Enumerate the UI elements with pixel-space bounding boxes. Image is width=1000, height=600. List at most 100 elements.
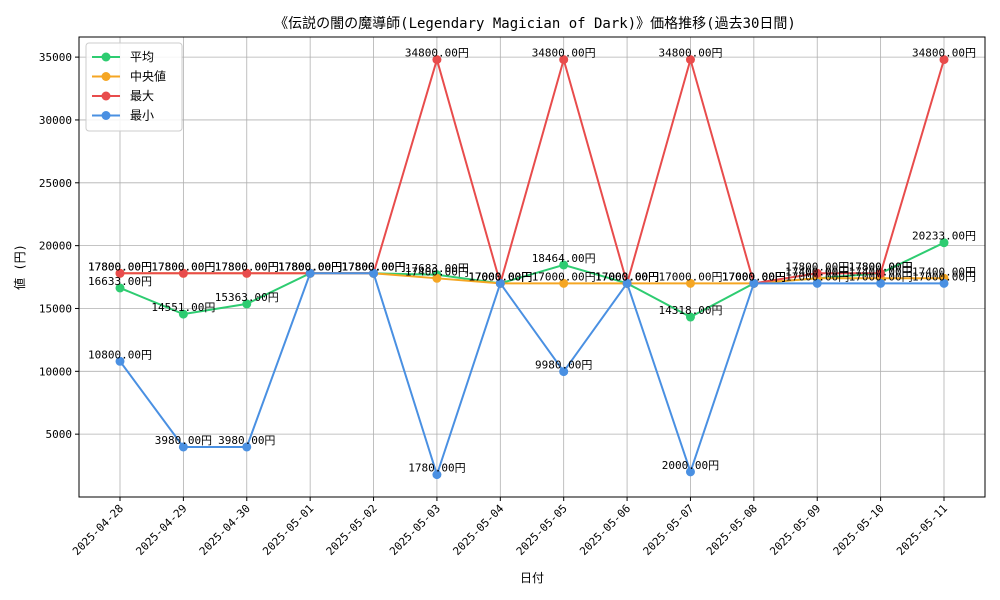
data-label: 17400.00円 [785, 265, 849, 278]
data-label: 17800.00円 [342, 260, 406, 273]
data-label: 17400.00円 [785, 265, 849, 278]
x-tick-label: 2025-04-29 [133, 502, 189, 558]
y-tick-label: 20000 [39, 240, 72, 253]
legend-swatch-marker [101, 111, 111, 120]
data-label: 17000.00円 [785, 270, 849, 283]
data-label: 17400.00円 [912, 265, 976, 278]
y-axis-ticks: 5000 10000 15000 20000 25000 30000 35000 [39, 51, 79, 441]
data-label: 17800.00円 [88, 260, 152, 273]
data-point [178, 309, 188, 319]
data-label: 17800.00円 [215, 260, 279, 273]
y-tick-label: 30000 [39, 114, 72, 127]
data-label: 3980.00円 [218, 434, 275, 447]
data-point [939, 278, 949, 288]
data-point [305, 268, 315, 278]
data-point [178, 442, 188, 452]
data-point [242, 299, 252, 309]
data-point [685, 467, 695, 477]
data-point [939, 55, 949, 65]
data-point [432, 55, 442, 65]
data-label: 20233.00円 [912, 230, 976, 243]
data-point [685, 312, 695, 322]
data-label: 17000.00円 [722, 270, 786, 283]
y-tick-label: 25000 [39, 177, 72, 190]
data-point [178, 268, 188, 278]
data-point [242, 268, 252, 278]
data-label: 15363.00円 [215, 291, 279, 304]
data-point [115, 356, 125, 366]
data-label: 17000.00円 [468, 270, 532, 283]
data-label: 17000.00円 [912, 270, 976, 283]
grid [79, 37, 985, 497]
data-label: 17000.00円 [595, 270, 659, 283]
x-tick-label: 2025-05-05 [514, 502, 570, 558]
data-point [559, 278, 569, 288]
x-tick-label: 2025-05-04 [450, 502, 506, 558]
data-point [115, 283, 125, 293]
data-label: 10800.00円 [88, 348, 152, 361]
data-label: 17800.00円 [151, 260, 215, 273]
plot-area-frame [78, 36, 986, 498]
data-point [876, 278, 886, 288]
data-label: 17000.00円 [595, 270, 659, 283]
legend-box [85, 42, 183, 132]
data-point [622, 278, 632, 288]
data-label: 18464.00円 [532, 252, 596, 265]
legend-label: 最大 [130, 89, 154, 103]
x-tick-label: 2025-05-08 [704, 502, 760, 558]
x-tick-label: 2025-05-06 [577, 502, 633, 558]
x-tick-label: 2025-04-28 [70, 502, 126, 558]
data-label: 17800.00円 [342, 260, 406, 273]
data-label: 1780.00円 [408, 462, 465, 475]
data-label: 3980.00円 [155, 434, 212, 447]
y-tick-label: 5000 [46, 428, 73, 441]
legend-label: 平均 [130, 50, 154, 64]
legend-swatch-marker [101, 91, 111, 101]
x-tick-label: 2025-05-03 [387, 502, 443, 558]
data-label: 17000.00円 [595, 270, 659, 283]
y-tick-label: 35000 [39, 51, 72, 64]
x-tick-label: 2025-05-09 [767, 502, 823, 558]
data-point [242, 442, 252, 452]
data-point [559, 260, 569, 270]
data-label: 17000.00円 [849, 270, 913, 283]
data-label: 14318.00円 [658, 304, 722, 317]
data-label: 17800.00円 [849, 260, 913, 273]
data-label: 17000.00円 [658, 270, 722, 283]
data-label: 17000.00円 [722, 270, 786, 283]
data-label: 34800.00円 [658, 47, 722, 60]
data-label: 34800.00円 [405, 47, 469, 60]
data-point [685, 278, 695, 288]
data-label: 17000.00円 [595, 270, 659, 283]
data-label: 17800.00円 [342, 260, 406, 273]
data-label: 17000.00円 [722, 270, 786, 283]
data-label: 17000.00円 [468, 270, 532, 283]
data-label: 17800.00円 [785, 260, 849, 273]
data-label: 34800.00円 [912, 47, 976, 60]
data-point [432, 273, 442, 283]
data-point [812, 268, 822, 278]
data-point [749, 278, 759, 288]
data-label: 17000.00円 [468, 270, 532, 283]
series-line [119, 272, 944, 478]
data-point [876, 268, 886, 278]
data-point [115, 268, 125, 278]
legend-swatch-marker [101, 52, 111, 62]
data-label: 17400.00円 [849, 265, 913, 278]
data-label: 17800.00円 [278, 260, 342, 273]
x-tick-label: 2025-04-30 [197, 502, 253, 558]
series-line [120, 55, 945, 288]
y-tick-label: 15000 [39, 302, 72, 315]
data-label: 16633.00円 [88, 275, 152, 288]
data-point [495, 278, 505, 288]
chart-title: 《伝説の闇の魔導師(Legendary Magician of Dark)》価格… [274, 16, 796, 32]
data-label: 34800.00円 [532, 47, 596, 60]
data-label: 14551.00円 [151, 301, 215, 314]
x-tick-label: 2025-05-01 [260, 502, 316, 558]
series-group [115, 55, 949, 480]
x-tick-label: 2025-05-10 [831, 502, 887, 558]
x-tick-label: 2025-05-11 [894, 502, 950, 558]
data-label: 17800.00円 [151, 260, 215, 273]
